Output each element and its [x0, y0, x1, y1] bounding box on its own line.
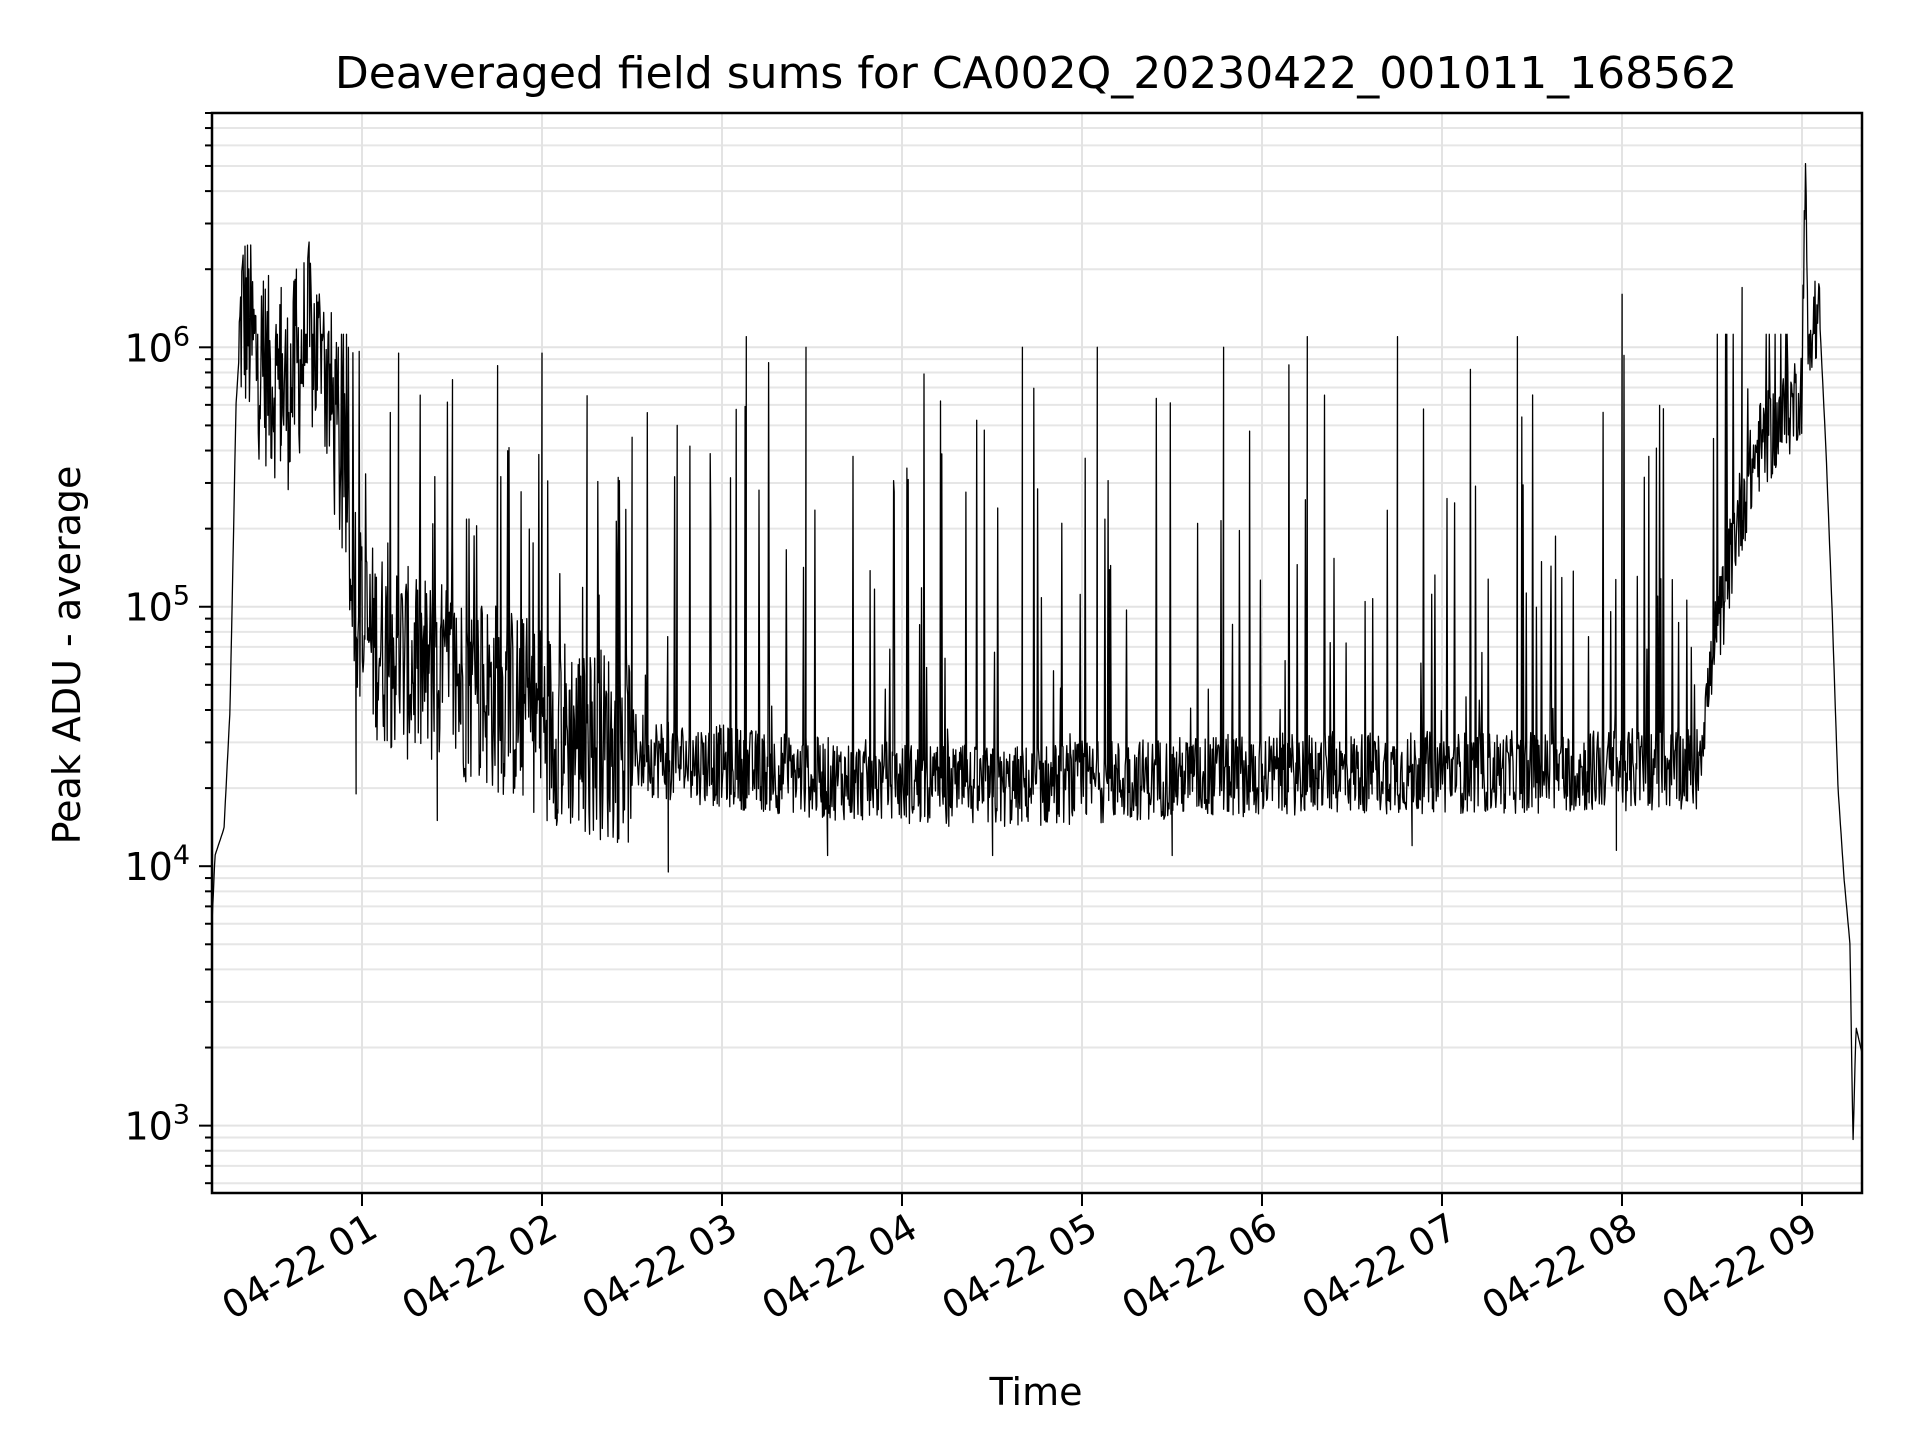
x-axis-label: Time: [989, 1370, 1083, 1414]
y-tick-label: 103: [124, 1100, 190, 1149]
y-tick-label: 106: [124, 321, 190, 370]
y-tick-label: 104: [124, 840, 190, 889]
y-tick-label: 105: [124, 581, 190, 630]
y-axis-label: Peak ADU - average: [45, 466, 89, 845]
chart-title: Deaveraged field sums for CA002Q_2023042…: [335, 48, 1737, 99]
series-layer: [211, 162, 1863, 1141]
series-line: [211, 162, 1863, 1141]
plot-frame: [210, 111, 1864, 1195]
